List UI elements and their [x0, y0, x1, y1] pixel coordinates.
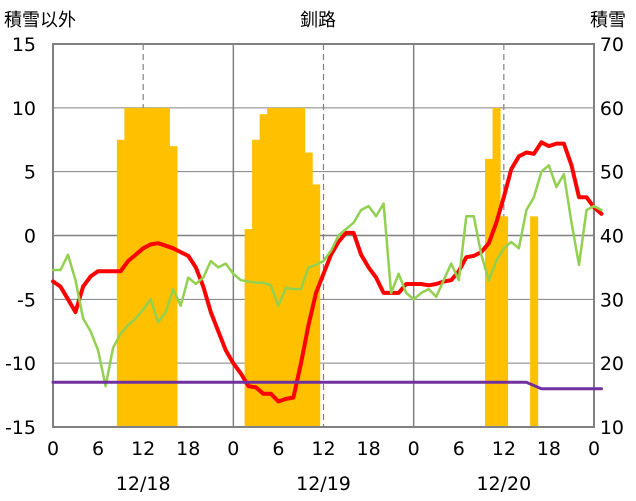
left-axis-label: 積雪以外 [4, 10, 76, 31]
x-hour-tick-label: 0 [588, 438, 600, 460]
series-line-green-series [51, 164, 603, 388]
x-hour-tick-label: 6 [92, 438, 104, 460]
x-hour-tick-label: 6 [453, 438, 465, 460]
snow-bar [124, 107, 133, 427]
snow-bar [244, 229, 253, 427]
x-hour-tick-label: 12 [131, 438, 155, 460]
snow-bar [282, 107, 291, 427]
snow-bar [146, 107, 155, 427]
snow-bar [500, 216, 509, 427]
x-hour-tick-label: 18 [176, 438, 200, 460]
left-tick-label: 10 [12, 98, 36, 120]
right-tick-label: 60 [600, 98, 624, 120]
x-hour-tick-label: 0 [408, 438, 420, 460]
snow-bar [492, 107, 501, 427]
right-tick-label: 10 [600, 417, 624, 439]
x-hour-tick-label: 18 [356, 438, 380, 460]
right-tick-label: 30 [600, 289, 624, 311]
left-tick-label: 0 [24, 226, 36, 248]
left-tick-label: -10 [5, 353, 36, 375]
x-hour-tick-label: 0 [47, 438, 59, 460]
right-tick-label: 20 [600, 353, 624, 375]
snow-bar [116, 139, 125, 427]
right-tick-label: 70 [600, 34, 624, 56]
snow-bars [116, 107, 539, 427]
snow-bar [161, 107, 170, 427]
x-date-label: 12/20 [476, 473, 531, 495]
left-tick-label: 5 [24, 162, 36, 184]
series-lines [51, 140, 604, 404]
series-line-red-series [51, 140, 604, 404]
snow-bar [304, 152, 313, 427]
left-tick-label: -15 [5, 417, 36, 439]
x-hour-tick-label: 18 [537, 438, 561, 460]
plot-frame [52, 43, 595, 428]
snow-bar [485, 158, 494, 427]
x-hour-tick-label: 12 [311, 438, 335, 460]
snow-bar [289, 107, 298, 427]
snow-bar [154, 107, 163, 427]
snow-bar [312, 184, 321, 427]
right-tick-label: 40 [600, 226, 624, 248]
x-hour-tick-label: 0 [227, 438, 239, 460]
snow-bar [259, 114, 268, 427]
left-tick-label: 15 [12, 34, 36, 56]
chart-title: 釧路 [300, 10, 336, 31]
snow-bar [297, 107, 306, 427]
snow-bar [530, 216, 539, 427]
snow-bar [139, 107, 148, 427]
snow-bar [131, 107, 140, 427]
snow-bar [267, 107, 276, 427]
x-hour-tick-label: 12 [492, 438, 516, 460]
series-line-purple-series [51, 380, 603, 391]
text-layer: 積雪以外 釧路 積雪 151050-5-10-15706050403020100… [4, 10, 626, 495]
x-date-label: 12/18 [116, 473, 171, 495]
snow-bar [169, 146, 178, 427]
right-axis-label: 積雪 [590, 10, 626, 31]
x-hour-tick-label: 6 [272, 438, 284, 460]
right-tick-label: 50 [600, 162, 624, 184]
snow-bar [274, 107, 283, 427]
x-date-label: 12/19 [296, 473, 351, 495]
left-tick-label: -5 [17, 289, 36, 311]
